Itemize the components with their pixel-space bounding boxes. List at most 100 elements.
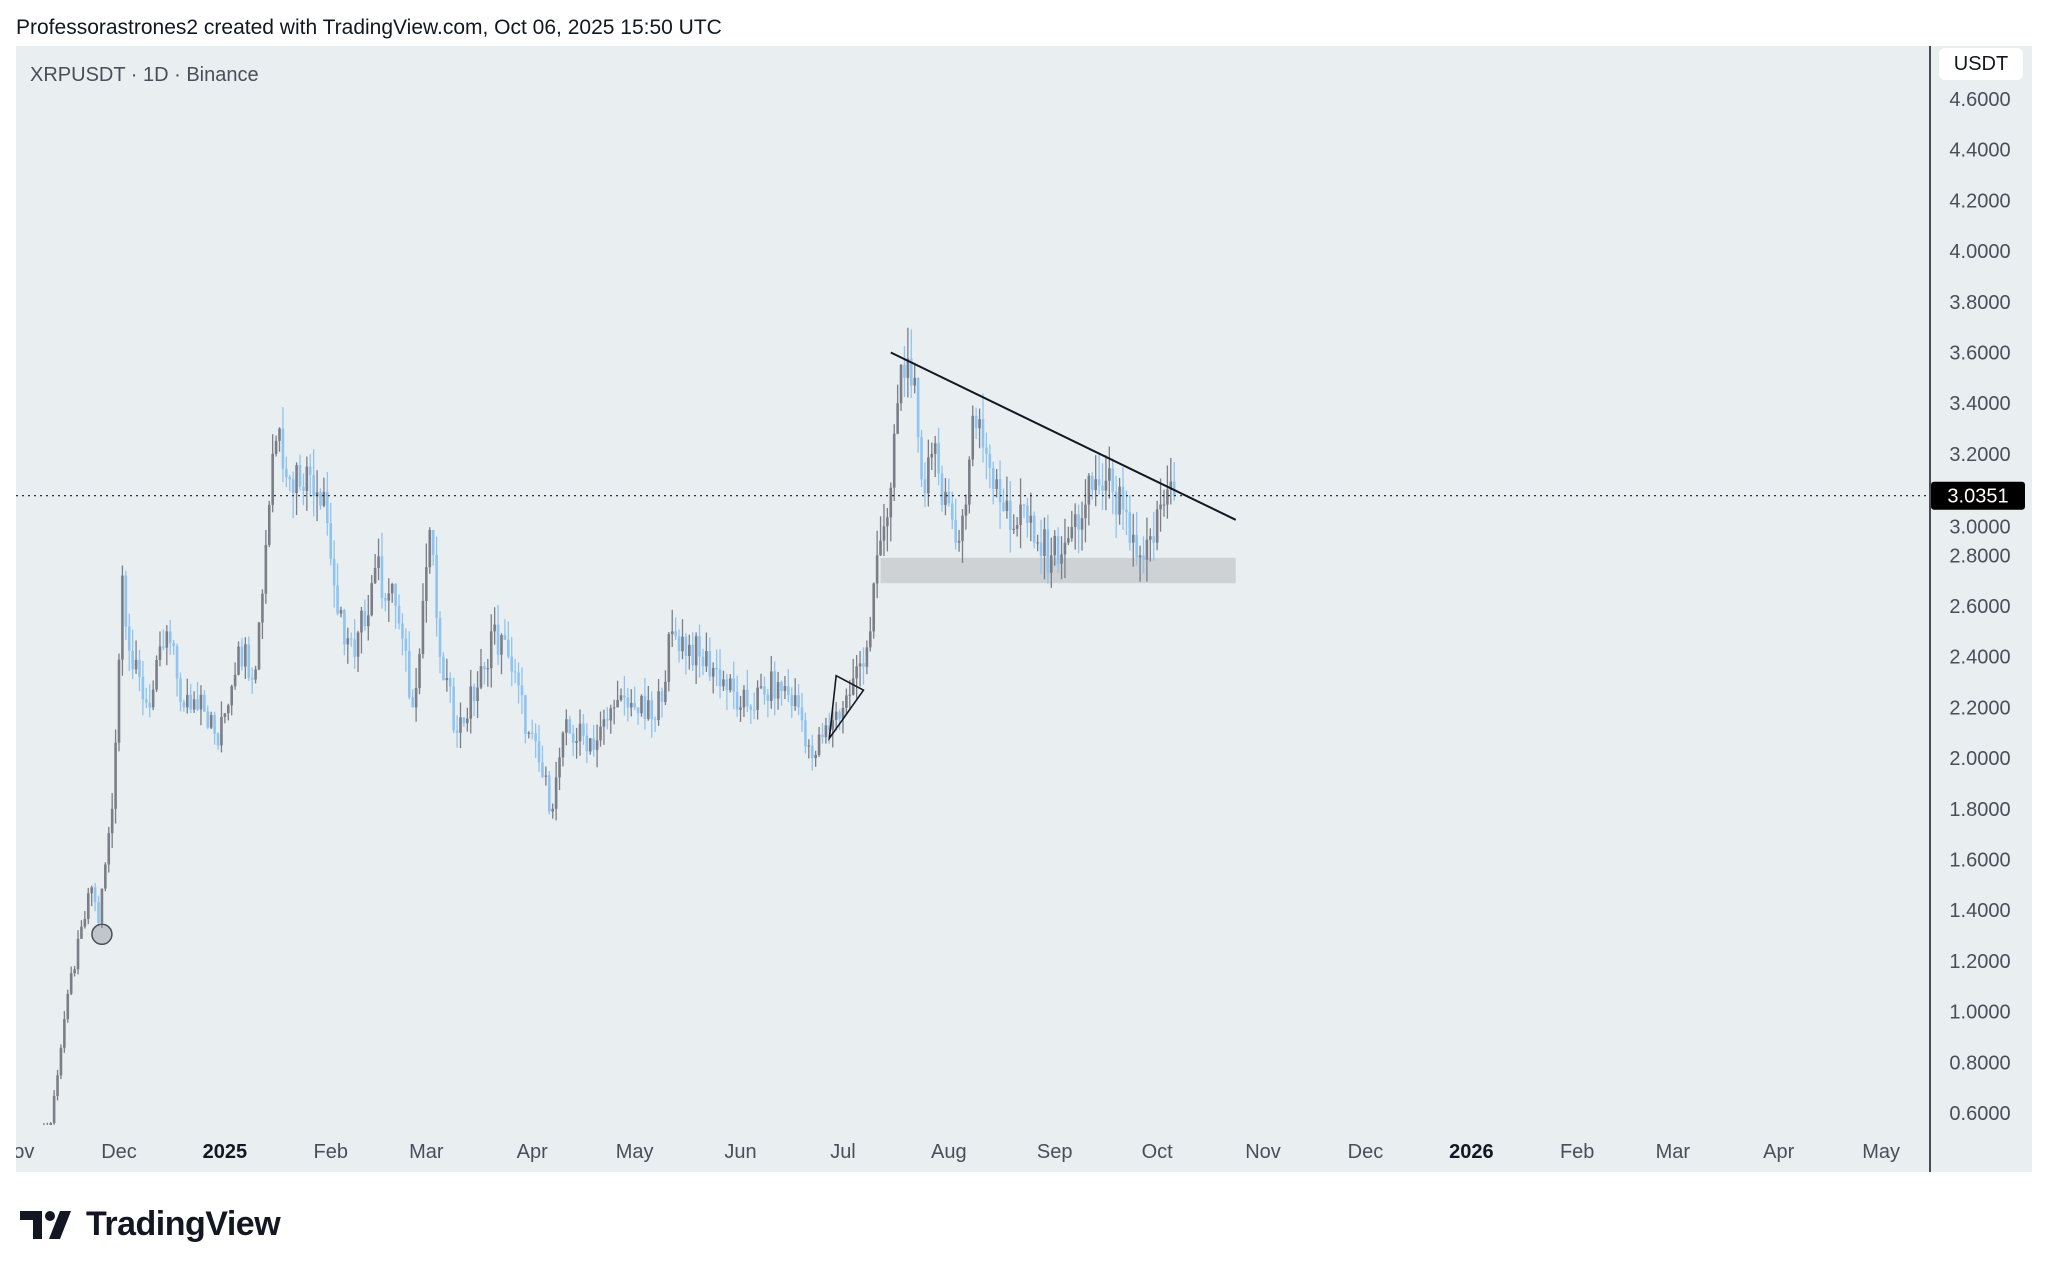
candle-body — [653, 719, 657, 721]
candle-body — [56, 1075, 59, 1097]
candle-body — [274, 440, 278, 454]
candle-body — [961, 515, 964, 541]
candle-body — [110, 808, 114, 834]
time-tick-label: May — [1862, 1141, 1900, 1163]
candle — [817, 726, 821, 757]
candle — [308, 454, 312, 497]
candle-body — [698, 636, 701, 657]
candle-body — [1149, 536, 1152, 540]
time-tick-label: Feb — [313, 1141, 347, 1163]
candle — [1032, 511, 1036, 549]
time-tick-label: Nov — [1245, 1141, 1281, 1163]
candle — [787, 669, 790, 702]
candle-body — [360, 610, 363, 633]
candle — [162, 629, 165, 651]
price-tick-label: 3.0000 — [1949, 517, 2010, 539]
time-axis[interactable] — [16, 1125, 1930, 1172]
price-tick-label: 1.2000 — [1949, 951, 2010, 973]
candle — [466, 707, 469, 732]
candle — [882, 503, 886, 556]
candle-body — [838, 711, 841, 719]
candle — [544, 766, 548, 786]
candle — [636, 707, 640, 726]
candle-body — [773, 671, 776, 699]
candle-body — [49, 1123, 52, 1125]
candle — [547, 771, 551, 815]
candle-body — [1090, 475, 1094, 491]
candle — [336, 563, 339, 616]
candle-body — [162, 646, 165, 648]
candle — [380, 532, 384, 609]
candle-body — [855, 666, 858, 679]
candle-body — [459, 717, 462, 733]
candle — [623, 675, 626, 716]
candle-body — [380, 556, 384, 598]
candle-body — [841, 707, 845, 719]
candle — [821, 722, 824, 744]
candle — [824, 717, 828, 744]
candle-body — [254, 669, 257, 680]
candle — [749, 704, 753, 725]
time-tick-label: Dec — [1348, 1141, 1384, 1163]
candle-body — [565, 719, 568, 733]
candle-body — [571, 733, 575, 743]
candle-body — [957, 540, 961, 543]
candle — [1049, 537, 1053, 588]
candle — [558, 747, 561, 791]
candle — [151, 680, 155, 711]
candle-body — [517, 672, 520, 686]
candle-body — [524, 695, 527, 734]
candle-body — [302, 486, 305, 491]
candle — [599, 711, 602, 747]
chart-pane[interactable] — [16, 46, 1930, 1125]
candle-body — [1101, 485, 1104, 491]
candle — [800, 693, 804, 733]
time-tick-label: Sep — [1037, 1141, 1073, 1163]
candle — [448, 672, 452, 703]
candle-body — [196, 699, 199, 710]
candle — [578, 709, 582, 756]
candle-body — [629, 702, 633, 708]
candle-body — [1029, 515, 1033, 523]
candle-body — [486, 668, 490, 670]
candle-body — [1070, 526, 1074, 539]
candle — [1053, 530, 1057, 566]
candle — [667, 632, 671, 692]
candle — [981, 393, 985, 463]
candle — [1090, 471, 1094, 500]
candle-body — [404, 638, 408, 651]
candle — [428, 527, 432, 574]
candle — [565, 709, 568, 746]
candle-body — [189, 694, 193, 710]
candle-body — [889, 487, 893, 518]
candle — [1138, 545, 1142, 582]
candle-body — [1111, 468, 1115, 492]
price-tick-label: 2.0000 — [1949, 748, 2010, 770]
candle — [254, 665, 257, 684]
candle-body — [882, 526, 886, 541]
candle — [845, 688, 848, 715]
candle-body — [414, 688, 418, 708]
price-axis[interactable] — [1930, 46, 2032, 1172]
candle — [783, 676, 787, 700]
candle-body — [681, 636, 684, 652]
candle-body — [428, 529, 432, 568]
candle-body — [1114, 491, 1118, 515]
tradingview-logo[interactable]: TradingView — [20, 1205, 281, 1244]
candle — [985, 432, 988, 480]
candle — [732, 661, 735, 710]
candle — [763, 676, 766, 705]
candle-body — [715, 668, 718, 670]
candle — [790, 687, 794, 718]
candle — [442, 652, 445, 681]
candle-body — [442, 656, 445, 681]
candle — [397, 594, 401, 630]
candle — [851, 658, 855, 696]
candle — [1104, 455, 1108, 511]
currency-button[interactable]: USDT — [1939, 48, 2023, 80]
candle — [230, 684, 233, 716]
candle-body — [865, 647, 869, 667]
candle — [462, 716, 466, 728]
candle-body — [640, 695, 643, 714]
candle — [1039, 519, 1043, 575]
